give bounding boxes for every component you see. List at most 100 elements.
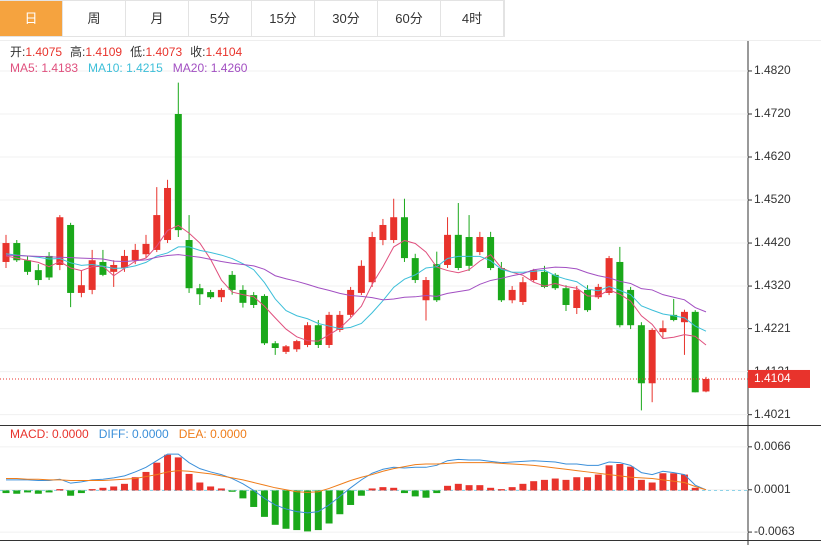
y-tick-label: 1.4320 [754, 278, 791, 292]
macd-bar [530, 481, 538, 491]
macd-legend-item: DIFF: 0.0000 [99, 427, 169, 441]
candle-body [217, 289, 225, 298]
candle-body [164, 187, 172, 241]
candle-body [271, 343, 279, 348]
period-tab[interactable]: 60分 [378, 1, 441, 36]
macd-bar [77, 490, 85, 494]
macd-legend-item: MACD: 0.0000 [10, 427, 89, 441]
candle-body [304, 325, 312, 345]
candle-body [368, 237, 376, 283]
ma-legend-item: MA10: 1.4215 [88, 61, 163, 75]
macd-bar [174, 457, 182, 491]
ma-legend: MA5: 1.4183 MA10: 1.4215 MA20: 1.4260 [10, 61, 248, 75]
macd-bar [131, 477, 139, 491]
macd-bar [562, 479, 570, 491]
y-tick-label: 1.4820 [754, 63, 791, 77]
macd-bar [487, 487, 495, 491]
macd-bar [347, 490, 355, 505]
candle-body [77, 285, 85, 293]
macd-bar [357, 490, 365, 496]
candle-body [659, 328, 667, 333]
macd-bar [34, 490, 42, 494]
candle-body [24, 260, 32, 272]
candle-body [67, 224, 75, 293]
macd-bar [336, 490, 344, 515]
candle-body [99, 261, 107, 275]
ma-line [5, 246, 707, 332]
candle-body [56, 217, 64, 265]
macd-bar [497, 489, 505, 491]
ohlc-label: 低: [130, 45, 145, 59]
period-tab[interactable]: 30分 [315, 1, 378, 36]
candle-body [670, 314, 678, 321]
macd-bar [2, 490, 10, 494]
candle-body [422, 280, 430, 301]
macd-bar [24, 490, 32, 493]
macd-bar [616, 464, 624, 491]
period-tabs: 日周月 5分 15分 30分 60分 4时 [0, 0, 505, 37]
macd-bar [250, 490, 258, 507]
candle-body [691, 311, 699, 393]
period-tab[interactable]: 5分 [189, 1, 252, 36]
candle-body [627, 289, 635, 326]
macd-bar [13, 490, 21, 494]
candle-body [357, 265, 365, 293]
macd-bar [110, 486, 118, 491]
candle-body [573, 289, 581, 308]
candle-body [228, 274, 236, 290]
macd-bar [670, 473, 678, 491]
candle-body [648, 329, 656, 384]
candle-body [444, 234, 452, 265]
macd-bar [164, 454, 172, 491]
macd-bar [659, 473, 667, 491]
candle-body [562, 288, 570, 305]
period-tab[interactable]: 月 [126, 1, 189, 36]
candle-body [207, 292, 215, 298]
candle-body [476, 237, 484, 253]
candle-body [293, 341, 301, 350]
macd-bar [239, 490, 247, 499]
macd-line [6, 453, 707, 514]
macd-bar [454, 483, 462, 491]
ohlc-legend: 开:1.4075 高:1.4109 低:1.4073 收:1.4104 [10, 44, 243, 59]
candle-body [282, 346, 290, 352]
macd-bar [551, 478, 559, 491]
macd-bar [594, 474, 602, 491]
period-tab[interactable]: 15分 [252, 1, 315, 36]
y-tick-label: 0.0066 [754, 439, 791, 453]
macd-bar [153, 462, 161, 491]
candle-body [347, 289, 355, 315]
candle-body [400, 217, 408, 259]
macd-bar [45, 490, 53, 493]
candle-body [379, 224, 387, 241]
candle-body [314, 325, 322, 345]
candle-body [433, 264, 441, 301]
y-tick-label: 0.0001 [754, 482, 791, 496]
period-tab[interactable]: 日 [0, 1, 63, 36]
candle-body [411, 258, 419, 281]
candle-body [336, 314, 344, 330]
ma-legend-item: MA20: 1.4260 [173, 61, 248, 75]
candle-body [605, 258, 613, 293]
y-tick-label: 1.4021 [754, 407, 791, 421]
period-tab[interactable]: 4时 [441, 1, 504, 36]
candle-body [594, 286, 602, 298]
macd-legend: MACD: 0.0000 DIFF: 0.0000 DEA: 0.0000 [10, 427, 247, 441]
candle-body [530, 270, 538, 281]
candle-body [584, 289, 592, 311]
candle-body [250, 295, 258, 305]
ohlc-value: 1.4104 [205, 45, 242, 59]
last-price-box [748, 369, 810, 388]
macd-line [6, 462, 707, 493]
macd-legend-item: DEA: 0.0000 [179, 427, 247, 441]
period-tab[interactable]: 周 [63, 1, 126, 36]
y-tick-label: -0.0063 [754, 524, 795, 538]
macd-bar [584, 477, 592, 491]
candle-body [680, 311, 688, 323]
candle-body [616, 261, 624, 326]
macd-bar [56, 489, 64, 491]
y-tick-label: 1.4720 [754, 106, 791, 120]
candle-body [131, 249, 139, 261]
macd-bar [422, 490, 430, 498]
